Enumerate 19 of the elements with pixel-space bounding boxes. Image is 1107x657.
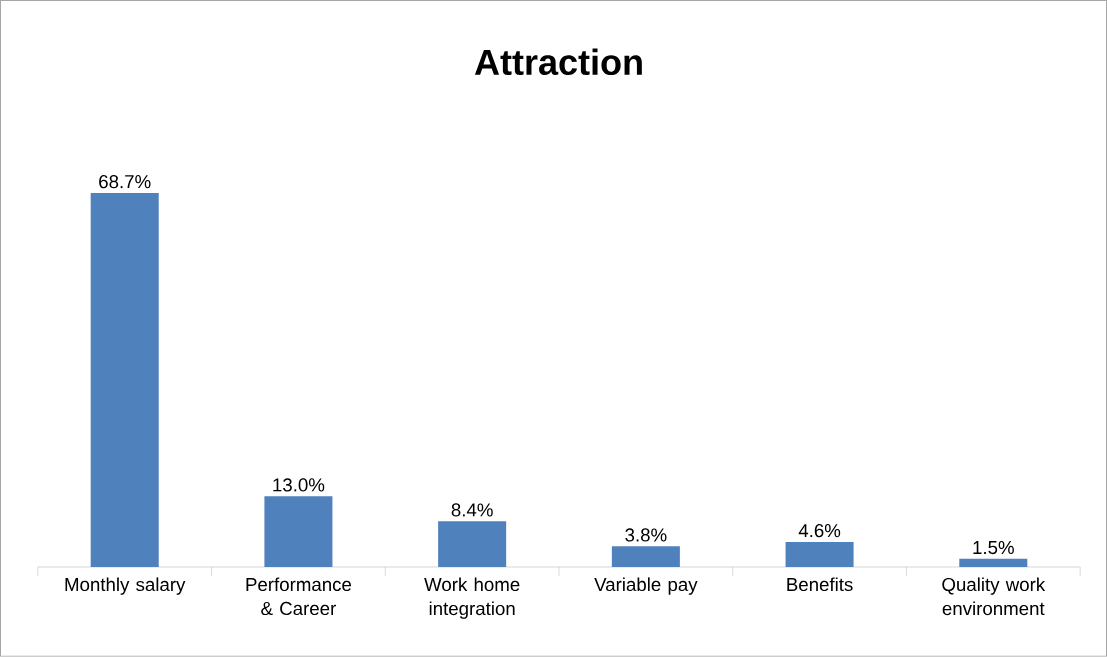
x-tick-label: Benefits [787,577,853,592]
bar [90,193,159,568]
x-tick-label: Work home integration [424,577,520,619]
x-tick-label: Monthly salary [65,577,186,595]
data-label: 68.7% [99,175,151,189]
x-tick-label: Performance & Career [246,577,352,616]
x-tick-label: Variable pay [594,577,698,595]
data-label: 13.0% [273,478,325,492]
data-label: 4.6% [798,524,841,538]
data-label: 3.8% [625,528,667,542]
data-label: 8.4% [451,503,493,517]
chart-title: Attraction [474,48,642,76]
bar [959,558,1028,568]
bar [785,542,854,568]
bar [438,521,507,568]
bar [264,496,333,568]
x-tick-label: Quality work environment [942,577,1046,616]
bar [611,546,680,568]
data-label: 1.5% [973,541,1014,555]
